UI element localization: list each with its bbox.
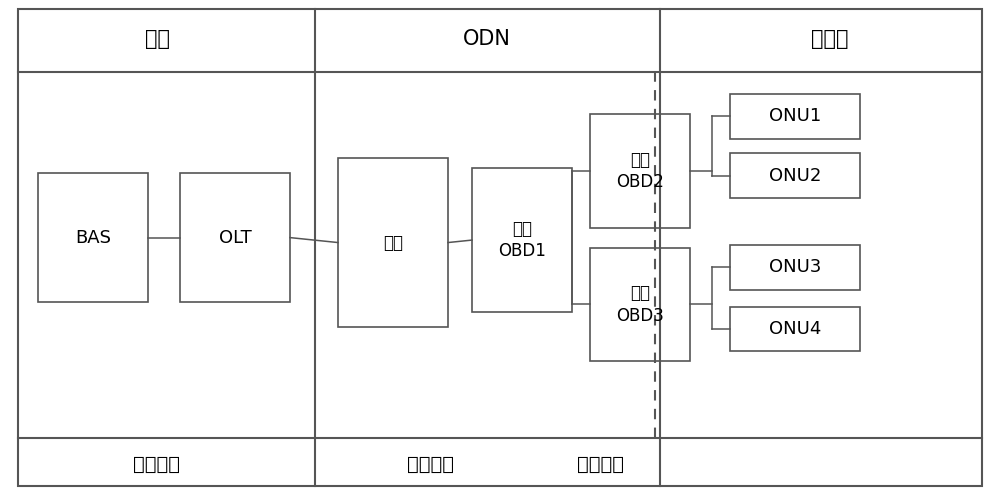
Bar bbox=[180, 173, 290, 302]
Text: 局端: 局端 bbox=[144, 29, 170, 49]
Bar bbox=[730, 245, 860, 290]
Text: 用户端: 用户端 bbox=[811, 29, 849, 49]
Bar bbox=[590, 248, 690, 361]
Text: 光交: 光交 bbox=[383, 234, 403, 251]
Bar bbox=[472, 168, 572, 312]
Text: ONU4: ONU4 bbox=[769, 320, 821, 338]
Text: ONU2: ONU2 bbox=[769, 167, 821, 185]
Text: BAS: BAS bbox=[75, 229, 111, 247]
Bar bbox=[38, 173, 148, 302]
Text: ODN: ODN bbox=[463, 29, 511, 49]
Text: 网维维护: 网维维护 bbox=[134, 455, 180, 474]
Text: 综维维护: 综维维护 bbox=[406, 455, 454, 474]
Bar bbox=[338, 158, 448, 327]
Text: 装维维护: 装维维护 bbox=[576, 455, 624, 474]
Bar bbox=[590, 114, 690, 228]
Bar bbox=[730, 153, 860, 198]
Text: 末级
OBD3: 末级 OBD3 bbox=[616, 284, 664, 325]
Bar bbox=[730, 307, 860, 351]
Text: OLT: OLT bbox=[219, 229, 251, 247]
Text: 末级
OBD1: 末级 OBD1 bbox=[498, 220, 546, 260]
Text: ONU3: ONU3 bbox=[769, 258, 821, 276]
Bar bbox=[730, 94, 860, 139]
Text: ONU1: ONU1 bbox=[769, 107, 821, 125]
Text: 末级
OBD2: 末级 OBD2 bbox=[616, 150, 664, 191]
